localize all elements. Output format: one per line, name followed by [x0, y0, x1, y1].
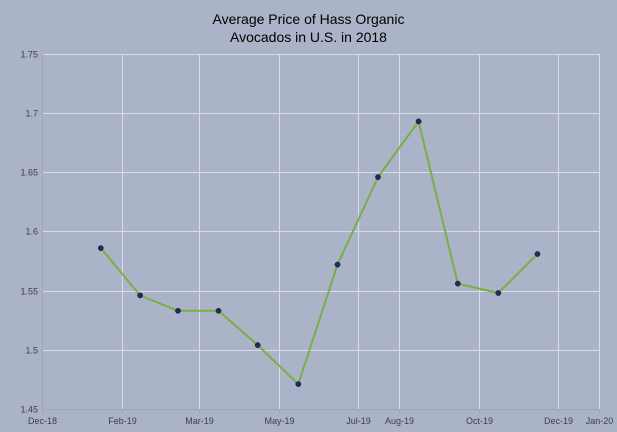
y-tick-label: 1.7: [25, 109, 38, 119]
axes: [42, 54, 600, 413]
data-point: [254, 342, 261, 348]
chart-title-line-2: Avocados in U.S. in 2018: [230, 29, 387, 45]
data-point: [175, 307, 181, 314]
x-tick-label: Oct-19: [466, 416, 493, 426]
data-point: [295, 381, 302, 387]
x-tick-label: Aug-19: [385, 416, 414, 426]
data-point: [334, 261, 341, 268]
x-axis-tick-labels: Dec-18 Feb-19 Mar-19 May-19 Jul-19 Aug-19 Oct-…: [28, 416, 613, 426]
x-tick-label: Dec-19: [544, 416, 573, 426]
y-tick-label: 1.55: [20, 287, 38, 297]
x-tick-label: May-19: [264, 416, 294, 426]
x-tick-label: Feb-19: [108, 416, 137, 426]
chart-title-line-1: Average Price of Hass Organic: [212, 11, 405, 27]
data-point: [495, 290, 502, 296]
data-point: [97, 245, 104, 251]
data-point: [375, 174, 381, 180]
series-layer: [97, 118, 541, 387]
data-point: [454, 280, 461, 287]
data-point: [534, 251, 541, 257]
y-tick-label: 1.5: [25, 346, 38, 356]
chart-title: Average Price of Hass Organic Avocados i…: [0, 10, 617, 46]
x-tick-label: Jan-20: [586, 416, 614, 426]
y-tick-label: 1.65: [20, 168, 38, 178]
gridlines: [42, 54, 600, 409]
x-tick-label: Jul-19: [346, 416, 371, 426]
y-tick-label: 1.6: [25, 227, 38, 237]
x-tick-label: Mar-19: [185, 416, 214, 426]
x-tick-label: Dec-18: [28, 416, 57, 426]
y-tick-label: 1.45: [20, 405, 38, 415]
y-tick-label: 1.75: [20, 50, 38, 60]
y-axis-tick-labels: 1.45 1.5 1.55 1.6 1.65 1.7 1.75: [20, 50, 38, 415]
data-point: [215, 307, 222, 314]
data-point: [137, 292, 143, 299]
data-point: [415, 118, 422, 125]
series-line: [100, 120, 539, 386]
